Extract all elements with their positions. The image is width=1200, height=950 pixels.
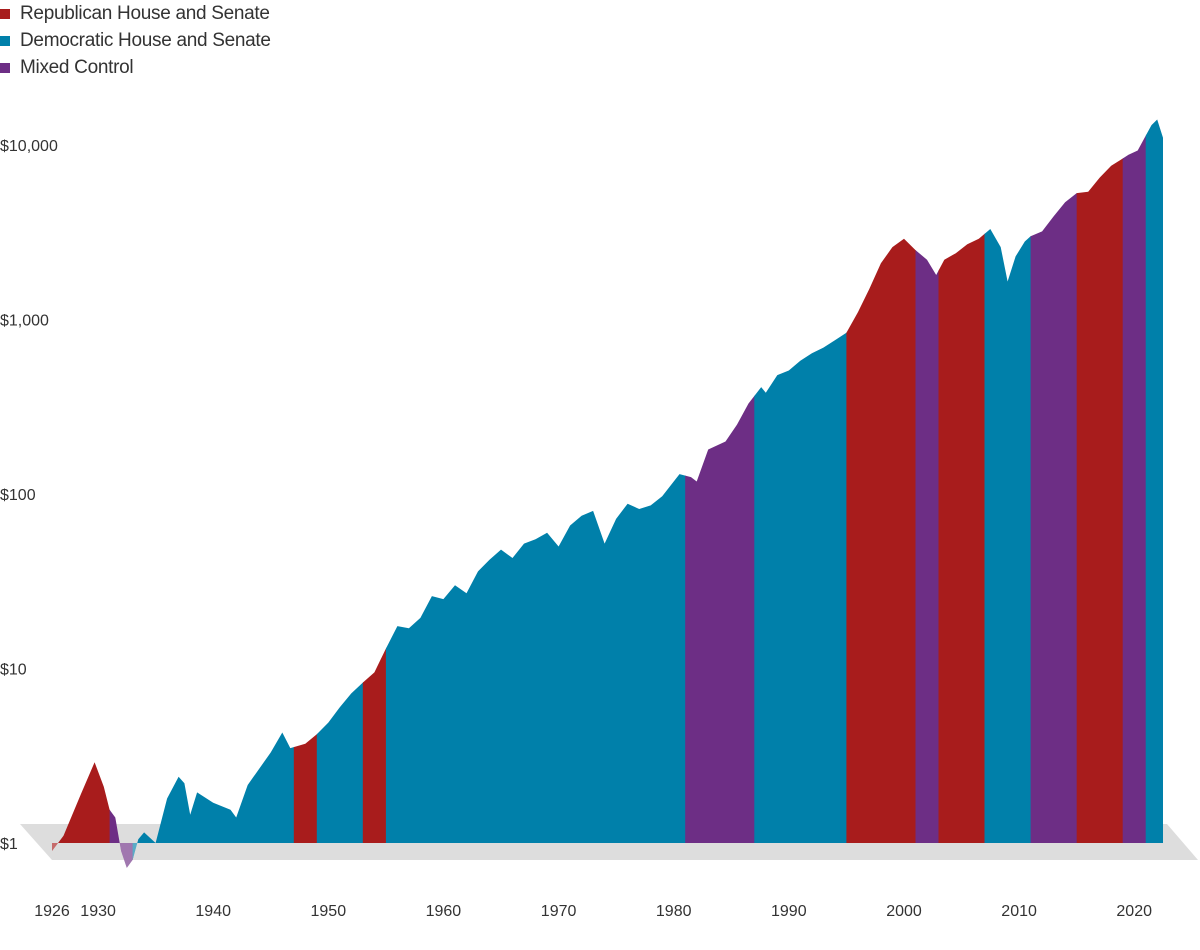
legend-item-republican: Republican House and Senate bbox=[0, 0, 271, 27]
y-tick-label: $100 bbox=[0, 487, 36, 504]
legend-label-republican: Republican House and Senate bbox=[20, 2, 270, 24]
control-region-dem-6 bbox=[385, 119, 686, 868]
control-region-mix-15 bbox=[1122, 119, 1147, 868]
x-tick-label: 1926 bbox=[34, 903, 70, 920]
x-tick-label: 2020 bbox=[1116, 903, 1152, 920]
control-region-mix-10 bbox=[915, 119, 940, 868]
control-region-rep-3 bbox=[293, 119, 318, 868]
control-region-rep-9 bbox=[846, 119, 917, 868]
control-region-mix-1 bbox=[109, 119, 134, 868]
x-tick-label: 2000 bbox=[886, 903, 922, 920]
legend-swatch-democratic bbox=[0, 35, 10, 46]
x-tick-label: 1980 bbox=[656, 903, 692, 920]
x-tick-label: 1930 bbox=[80, 903, 116, 920]
control-region-dem-16 bbox=[1145, 119, 1163, 868]
y-axis-ticks: $1 $10 $100 $1,000 $10,000 bbox=[0, 138, 58, 853]
control-region-rep-11 bbox=[938, 119, 986, 868]
x-tick-label: 1940 bbox=[195, 903, 231, 920]
control-region-mix-13 bbox=[1030, 119, 1078, 868]
y-tick-label: $1,000 bbox=[0, 313, 49, 330]
control-region-dem-12 bbox=[984, 119, 1032, 868]
y-tick-label: $10 bbox=[0, 662, 27, 679]
legend-swatch-mixed bbox=[0, 62, 10, 73]
x-tick-label: 1950 bbox=[311, 903, 347, 920]
y-tick-label: $10,000 bbox=[0, 138, 58, 155]
x-tick-label: 1970 bbox=[541, 903, 577, 920]
control-region-dem-2 bbox=[132, 119, 295, 868]
control-region-rep-0 bbox=[52, 119, 111, 868]
control-region-dem-4 bbox=[316, 119, 364, 868]
control-region-rep-14 bbox=[1076, 119, 1124, 868]
control-region-dem-8 bbox=[754, 119, 847, 868]
legend-item-mixed: Mixed Control bbox=[0, 54, 271, 81]
x-tick-label: 1990 bbox=[771, 903, 807, 920]
x-tick-label: 2010 bbox=[1001, 903, 1037, 920]
legend: Republican House and Senate Democratic H… bbox=[0, 0, 271, 81]
x-axis-ticks: 1926 1930 1940 1950 1960 1970 1980 1990 2000 2010… bbox=[34, 903, 1152, 920]
y-tick-label: $1 bbox=[0, 836, 18, 853]
control-region-mix-7 bbox=[685, 119, 755, 868]
legend-item-democratic: Democratic House and Senate bbox=[0, 27, 271, 54]
legend-label-democratic: Democratic House and Senate bbox=[20, 29, 271, 51]
legend-swatch-republican bbox=[0, 8, 10, 19]
control-region-rep-5 bbox=[362, 119, 387, 868]
legend-label-mixed: Mixed Control bbox=[20, 56, 134, 78]
x-tick-label: 1960 bbox=[426, 903, 462, 920]
